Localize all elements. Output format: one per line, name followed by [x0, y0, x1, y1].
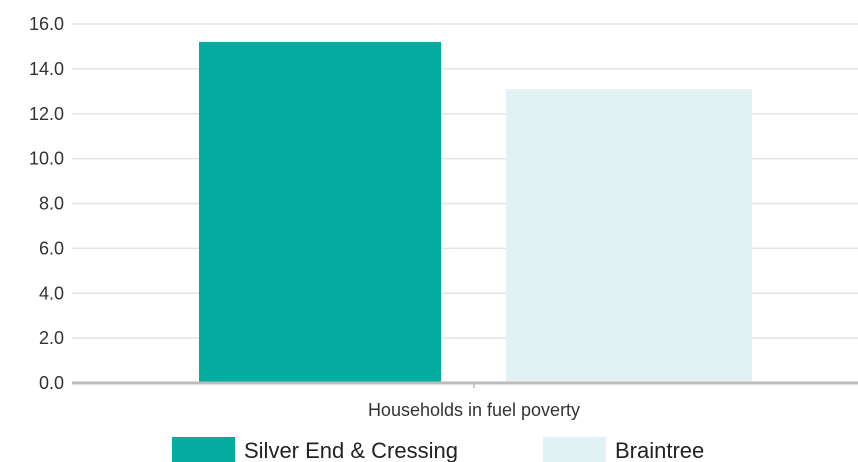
legend: Silver End & Cressing Braintree: [172, 437, 704, 462]
bar-silver-end-cressing[interactable]: [199, 41, 441, 383]
legend-swatch: [172, 437, 235, 462]
legend-label: Braintree: [615, 438, 704, 462]
y-axis: 0.0 2.0 4.0 6.0 8.0 10.0 12.0 14.0 16.0: [29, 14, 64, 393]
y-tick-label: 16.0: [29, 14, 64, 34]
y-tick-label: 2.0: [39, 328, 64, 348]
y-tick-label: 0.0: [39, 373, 64, 393]
y-tick-label: 14.0: [29, 59, 64, 79]
bars: [199, 41, 752, 383]
y-tick-label: 12.0: [29, 104, 64, 124]
y-tick-label: 8.0: [39, 194, 64, 214]
legend-swatch: [543, 437, 606, 462]
y-tick-label: 6.0: [39, 238, 64, 258]
category-label: Households in fuel poverty: [368, 400, 580, 420]
bar-braintree[interactable]: [506, 89, 752, 383]
legend-label: Silver End & Cressing: [244, 438, 458, 462]
y-tick-label: 4.0: [39, 283, 64, 303]
y-tick-label: 10.0: [29, 149, 64, 169]
